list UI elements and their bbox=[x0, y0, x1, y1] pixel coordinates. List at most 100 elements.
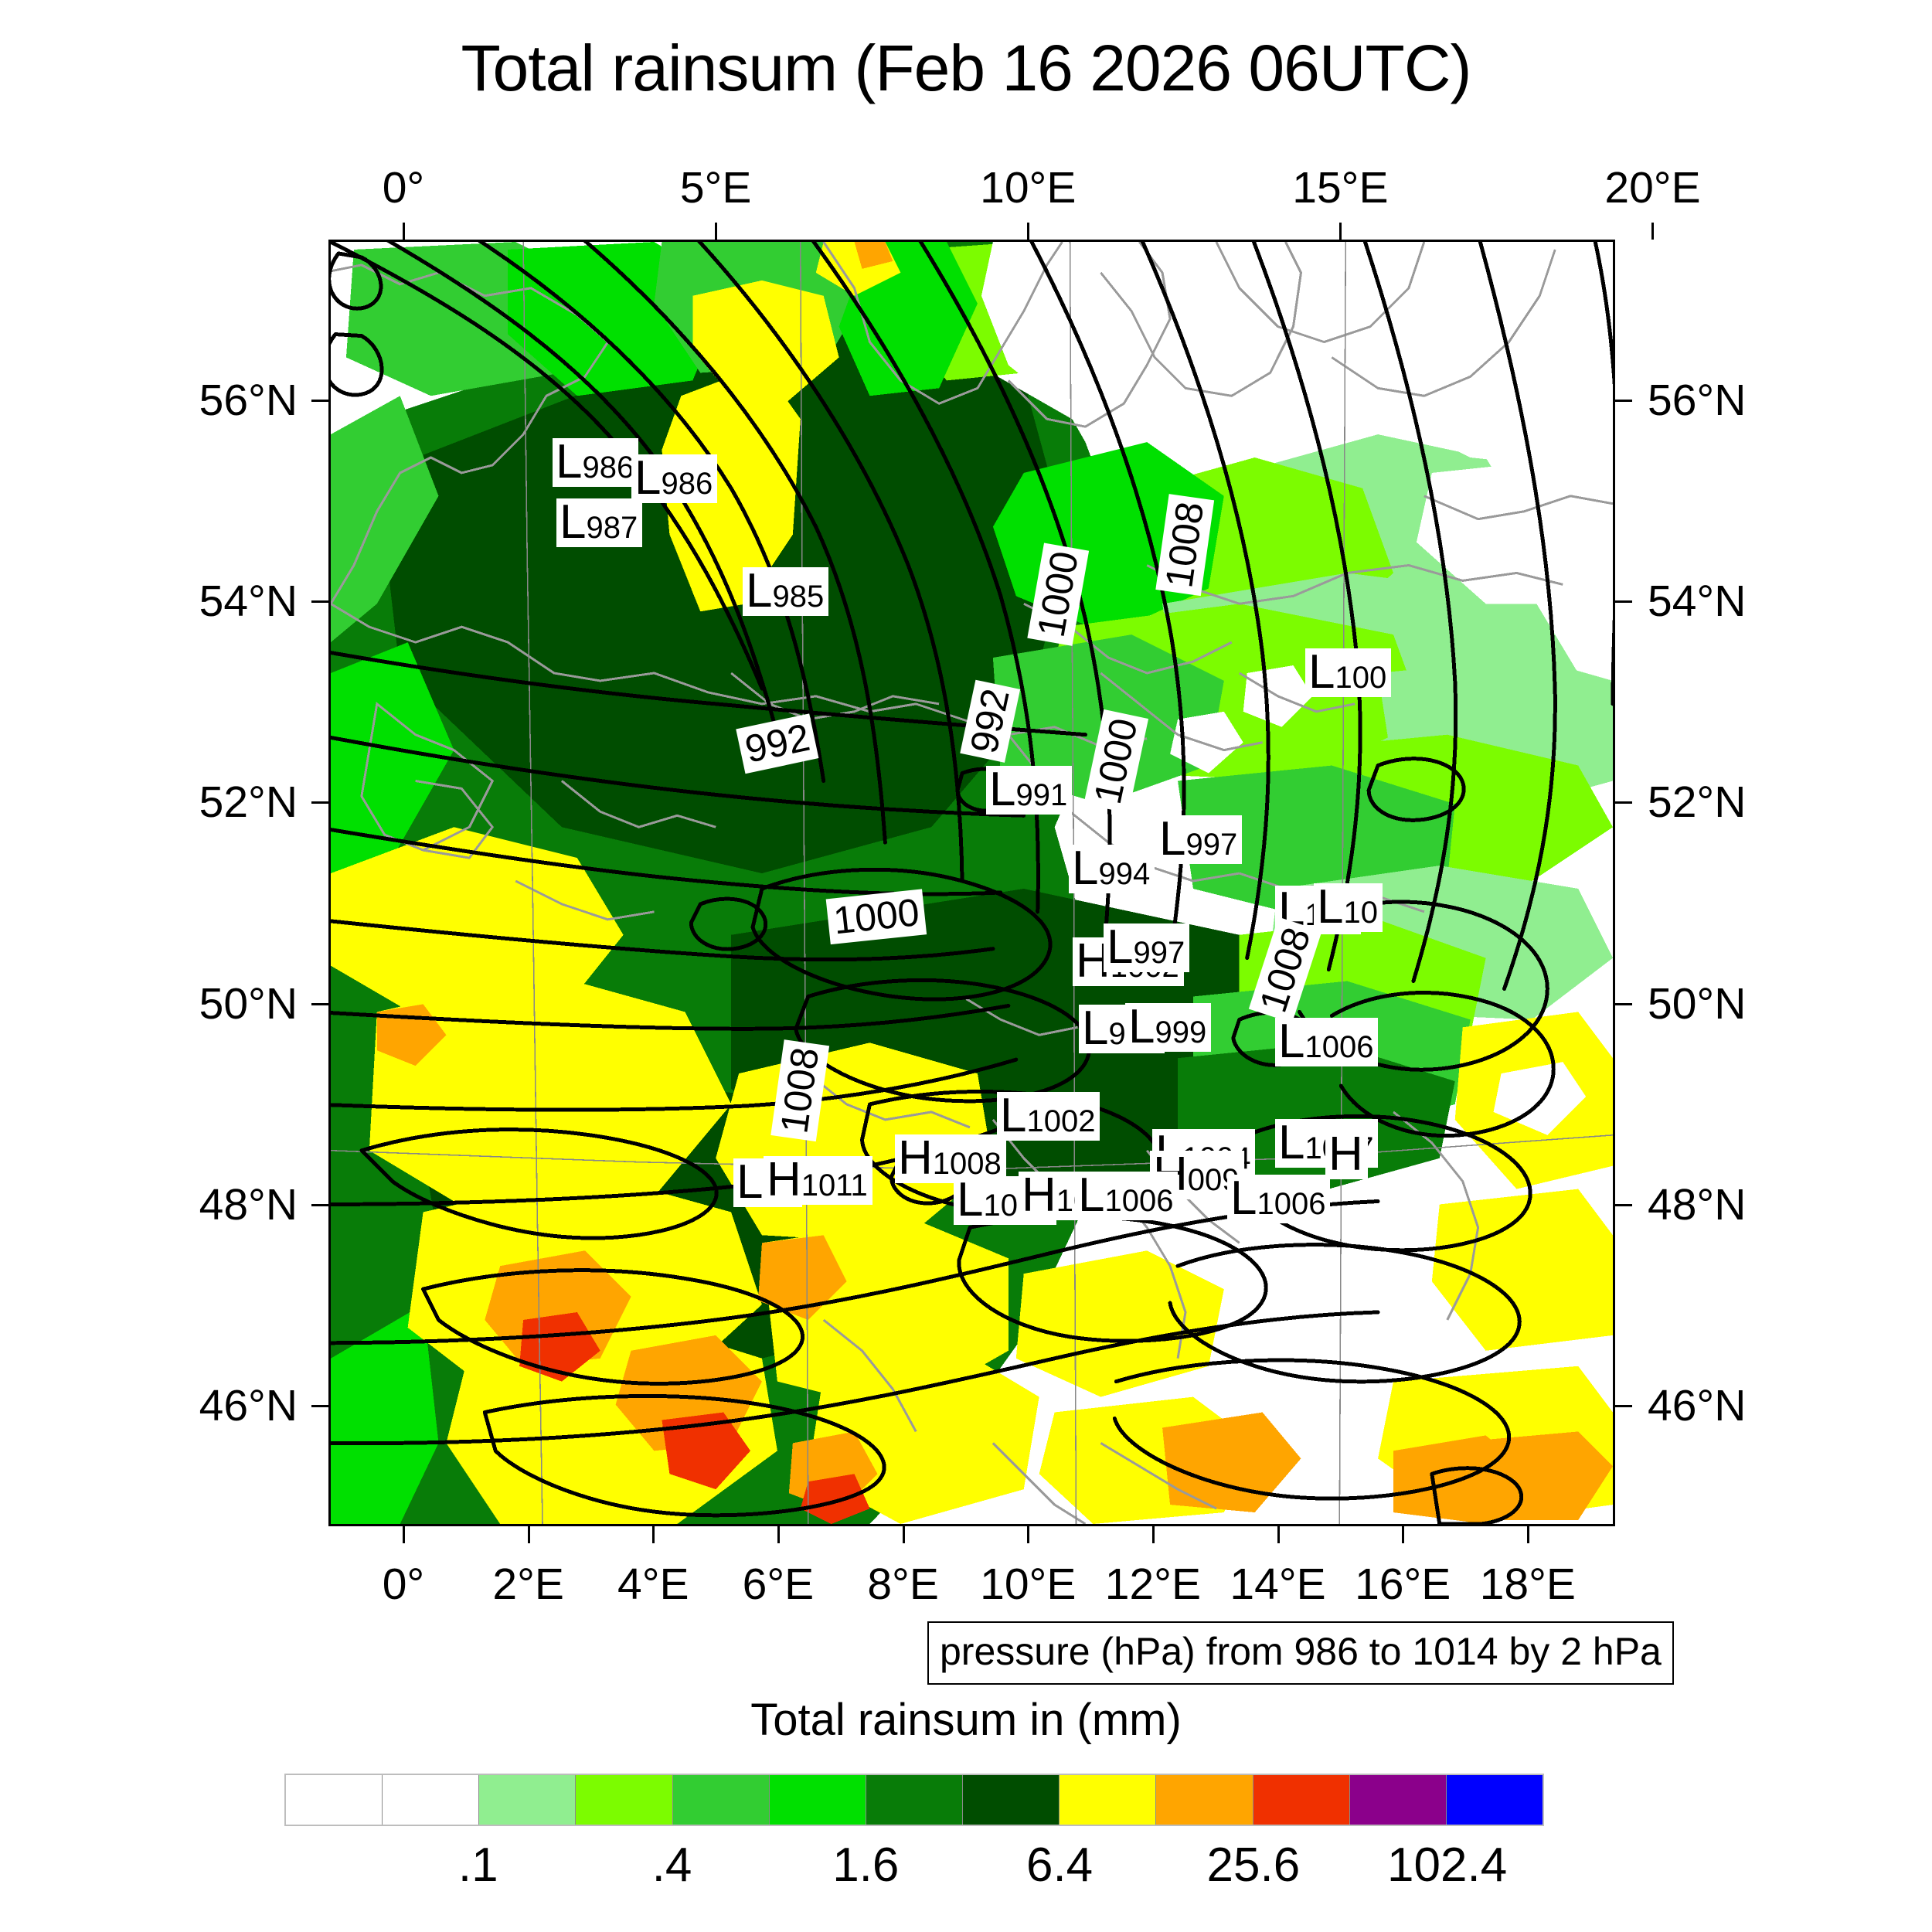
pressure-marker-value: 1006 bbox=[1257, 1187, 1326, 1221]
pressure-marker-type: L bbox=[1128, 1000, 1155, 1053]
map-plot-area: L986L986L987L985L991L994L997L100H1002L99… bbox=[328, 240, 1615, 1526]
colorbar-segment bbox=[866, 1775, 964, 1825]
pressure-marker-type: H bbox=[898, 1131, 933, 1185]
axis-tick-bottom bbox=[902, 1526, 905, 1543]
axis-label-bottom: 4°E bbox=[617, 1560, 689, 1609]
colorbar-tick-label: 6.4 bbox=[1026, 1838, 1094, 1892]
axis-label-bottom: 10°E bbox=[980, 1560, 1077, 1609]
colorbar-segment bbox=[286, 1775, 383, 1825]
pressure-marker-type: L bbox=[1230, 1172, 1257, 1225]
pressure-marker-value: 100 bbox=[1335, 661, 1387, 695]
colorbar bbox=[284, 1774, 1544, 1826]
pressure-marker-type: L bbox=[556, 435, 583, 488]
axis-label-top: 10°E bbox=[980, 163, 1077, 213]
pressure-marker-low: L986 bbox=[553, 435, 639, 488]
axis-label-bottom: 16°E bbox=[1355, 1560, 1451, 1609]
pressure-marker-low: L1006 bbox=[1227, 1172, 1331, 1225]
axis-tick-left bbox=[311, 1404, 328, 1407]
axis-label-bottom: 6°E bbox=[742, 1560, 815, 1609]
pressure-marker-low: L100 bbox=[1305, 648, 1392, 697]
pressure-marker-value: 1011 bbox=[801, 1168, 868, 1202]
pressure-marker-type: L bbox=[1278, 1116, 1305, 1169]
axis-label-left: 56°N bbox=[199, 376, 298, 426]
axis-tick-bottom bbox=[402, 1526, 405, 1543]
pressure-marker-type: L bbox=[1082, 1002, 1109, 1055]
colorbar-segment bbox=[672, 1775, 770, 1825]
pressure-marker-low: L1006 bbox=[1275, 1018, 1379, 1066]
pressure-marker-low: L987 bbox=[556, 498, 643, 547]
axis-label-left: 50°N bbox=[199, 978, 298, 1029]
colorbar-segment bbox=[769, 1775, 866, 1825]
colorbar-segment bbox=[1349, 1775, 1447, 1825]
colorbar-tick-label: .1 bbox=[457, 1838, 498, 1892]
pressure-marker-value: 997 bbox=[1185, 828, 1238, 862]
axis-tick-bottom bbox=[652, 1526, 655, 1543]
pressure-marker-type: L bbox=[634, 451, 662, 505]
pressure-marker-value: 997 bbox=[1133, 936, 1185, 970]
pressure-marker-value: 1008 bbox=[932, 1147, 1002, 1181]
pressure-marker-value: 999 bbox=[1155, 1015, 1207, 1049]
axis-label-top: 5°E bbox=[679, 163, 752, 213]
pressure-marker-type: H bbox=[1022, 1168, 1056, 1222]
axis-tick-right bbox=[1615, 1203, 1632, 1206]
axis-label-right: 46°N bbox=[1648, 1380, 1747, 1430]
colorbar-tick-label: 102.4 bbox=[1387, 1838, 1508, 1892]
colorbar-segment bbox=[576, 1775, 673, 1825]
pressure-legend: pressure (hPa) from 986 to 1014 by 2 hPa bbox=[927, 1621, 1674, 1685]
pressure-marker-high: H1011 bbox=[764, 1156, 872, 1205]
pressure-marker-type: L bbox=[1072, 842, 1099, 895]
pressure-marker-low: L1006 bbox=[1075, 1172, 1179, 1220]
axis-label-bottom: 14°E bbox=[1230, 1560, 1326, 1609]
axis-tick-top bbox=[715, 223, 718, 240]
axis-tick-left bbox=[311, 400, 328, 403]
axis-tick-left bbox=[311, 1203, 328, 1206]
pressure-marker-low: L994 bbox=[1069, 845, 1155, 893]
map-canvas bbox=[331, 242, 1613, 1524]
pressure-marker-type: L bbox=[989, 763, 1016, 816]
colorbar-tick-labels: .1 .4 1.6 6.4 25.6 102.4 bbox=[284, 1838, 1544, 1907]
pressure-marker-low: L1002 bbox=[997, 1092, 1100, 1141]
axis-label-right: 50°N bbox=[1648, 978, 1747, 1029]
pressure-marker-low: L991 bbox=[986, 763, 1073, 816]
colorbar-tick-label: 25.6 bbox=[1206, 1838, 1301, 1892]
colorbar-segment bbox=[963, 1775, 1060, 1825]
axis-tick-top bbox=[1339, 223, 1342, 240]
pressure-marker-type: H bbox=[1328, 1128, 1363, 1181]
axis-tick-top bbox=[1651, 223, 1655, 240]
pressure-marker-low: L999 bbox=[1125, 1000, 1212, 1053]
pressure-marker-low: L986 bbox=[631, 451, 718, 505]
axis-label-left: 54°N bbox=[199, 577, 298, 627]
pressure-marker-type: L bbox=[1159, 812, 1186, 866]
pressure-marker-type: L bbox=[957, 1173, 984, 1226]
pressure-marker-type: L bbox=[1107, 920, 1134, 974]
colorbar-segment bbox=[383, 1775, 480, 1825]
axis-tick-top bbox=[402, 223, 405, 240]
axis-tick-top bbox=[1027, 223, 1030, 240]
pressure-marker-type: L bbox=[736, 1155, 764, 1209]
pressure-marker-type: L bbox=[746, 564, 773, 617]
axis-tick-bottom bbox=[1277, 1526, 1280, 1543]
axis-label-bottom: 18°E bbox=[1479, 1560, 1576, 1609]
page-title: Total rainsum (Feb 16 2026 06UTC) bbox=[461, 32, 1472, 104]
pressure-marker-type: L bbox=[1078, 1168, 1105, 1222]
pressure-marker-value: 986 bbox=[582, 451, 634, 485]
pressure-marker-type: L bbox=[1317, 880, 1344, 934]
axis-label-bottom: 0° bbox=[382, 1560, 425, 1609]
axis-tick-left bbox=[311, 1002, 328, 1005]
pressure-marker-low: L997 bbox=[1104, 920, 1190, 974]
axis-tick-bottom bbox=[527, 1526, 530, 1543]
axis-tick-bottom bbox=[1027, 1526, 1030, 1543]
axis-tick-bottom bbox=[1151, 1526, 1155, 1543]
colorbar-tick-label: 1.6 bbox=[832, 1838, 900, 1892]
pressure-marker-low: L10 bbox=[1314, 883, 1383, 932]
pressure-marker-type: H bbox=[767, 1153, 801, 1206]
pressure-marker-high: H1008 bbox=[895, 1134, 1006, 1183]
pressure-marker-value: 986 bbox=[661, 467, 713, 501]
colorbar-segment bbox=[1060, 1775, 1157, 1825]
pressure-marker-low: L985 bbox=[743, 564, 829, 617]
pressure-marker-value: 987 bbox=[586, 511, 638, 545]
axis-label-right: 52°N bbox=[1648, 777, 1747, 828]
axis-label-right: 48°N bbox=[1648, 1179, 1747, 1230]
pressure-marker-value: 991 bbox=[1015, 778, 1068, 812]
pressure-marker-value: 994 bbox=[1098, 857, 1151, 891]
